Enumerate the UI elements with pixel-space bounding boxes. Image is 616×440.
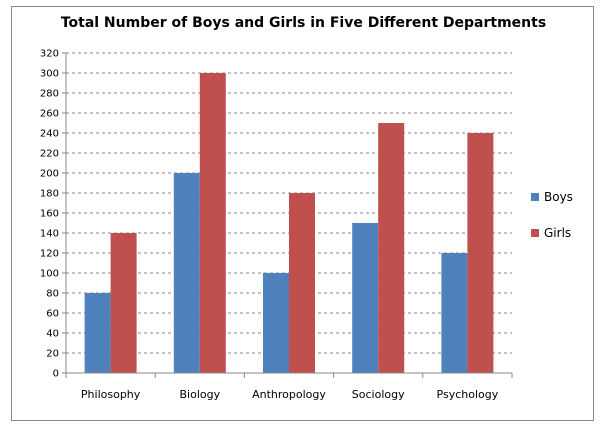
bar-boys-biology (173, 173, 200, 373)
bar-girls-philosophy (110, 233, 137, 373)
y-tick-label: 260 (40, 109, 59, 120)
bar-girls-psychology (467, 133, 494, 373)
y-tick-label: 220 (40, 149, 59, 160)
legend-label-boys: Boys (544, 190, 573, 204)
y-tick-label: 0 (53, 369, 59, 380)
bar-girls-anthropology (289, 193, 315, 373)
y-tick-label: 180 (40, 189, 59, 200)
chart-frame: Total Number of Boys and Girls in Five D… (11, 6, 594, 421)
y-tick-label: 20 (46, 349, 59, 360)
bar-girls-biology (199, 73, 226, 373)
axis-layer (62, 52, 513, 378)
y-tick-label: 100 (40, 269, 59, 280)
y-tick-label: 240 (40, 129, 59, 140)
bar-boys-anthropology (263, 273, 289, 373)
legend-swatch-boys (531, 193, 539, 201)
y-tick-label: 280 (40, 89, 59, 100)
bar-girls-sociology (378, 123, 405, 373)
bar-boys-psychology (441, 253, 468, 373)
y-tick-label: 120 (40, 249, 59, 260)
y-tick-label: 60 (46, 309, 59, 320)
x-tick-label: Philosophy (81, 388, 141, 401)
x-tick-label: Sociology (352, 388, 405, 401)
label-layer: 0 20 40 60 80 100 120 140 160 180 200 220 240 260 280 3… (40, 49, 499, 402)
legend-label-girls: Girls (544, 226, 571, 240)
x-tick-label: Biology (179, 388, 220, 401)
y-tick-label: 200 (40, 169, 59, 180)
y-tick-label: 160 (40, 209, 59, 220)
bar-boys-sociology (352, 223, 379, 373)
x-tick-label: Psychology (437, 388, 499, 401)
bar-boys-philosophy (84, 293, 111, 373)
chart-title: Total Number of Boys and Girls in Five D… (60, 15, 547, 31)
y-tick-label: 40 (46, 329, 59, 340)
legend: Boys Girls (531, 190, 573, 240)
y-tick-label: 80 (46, 289, 59, 300)
y-tick-label: 320 (40, 49, 59, 60)
y-tick-label: 300 (40, 69, 59, 80)
x-tick-label: Anthropology (252, 388, 326, 401)
chart-svg: 0 20 40 60 80 100 120 140 160 180 200 220 240 260 280 3… (40, 49, 573, 402)
y-tick-label: 140 (40, 229, 59, 240)
legend-swatch-girls (531, 229, 539, 237)
bar-layer (84, 73, 494, 373)
